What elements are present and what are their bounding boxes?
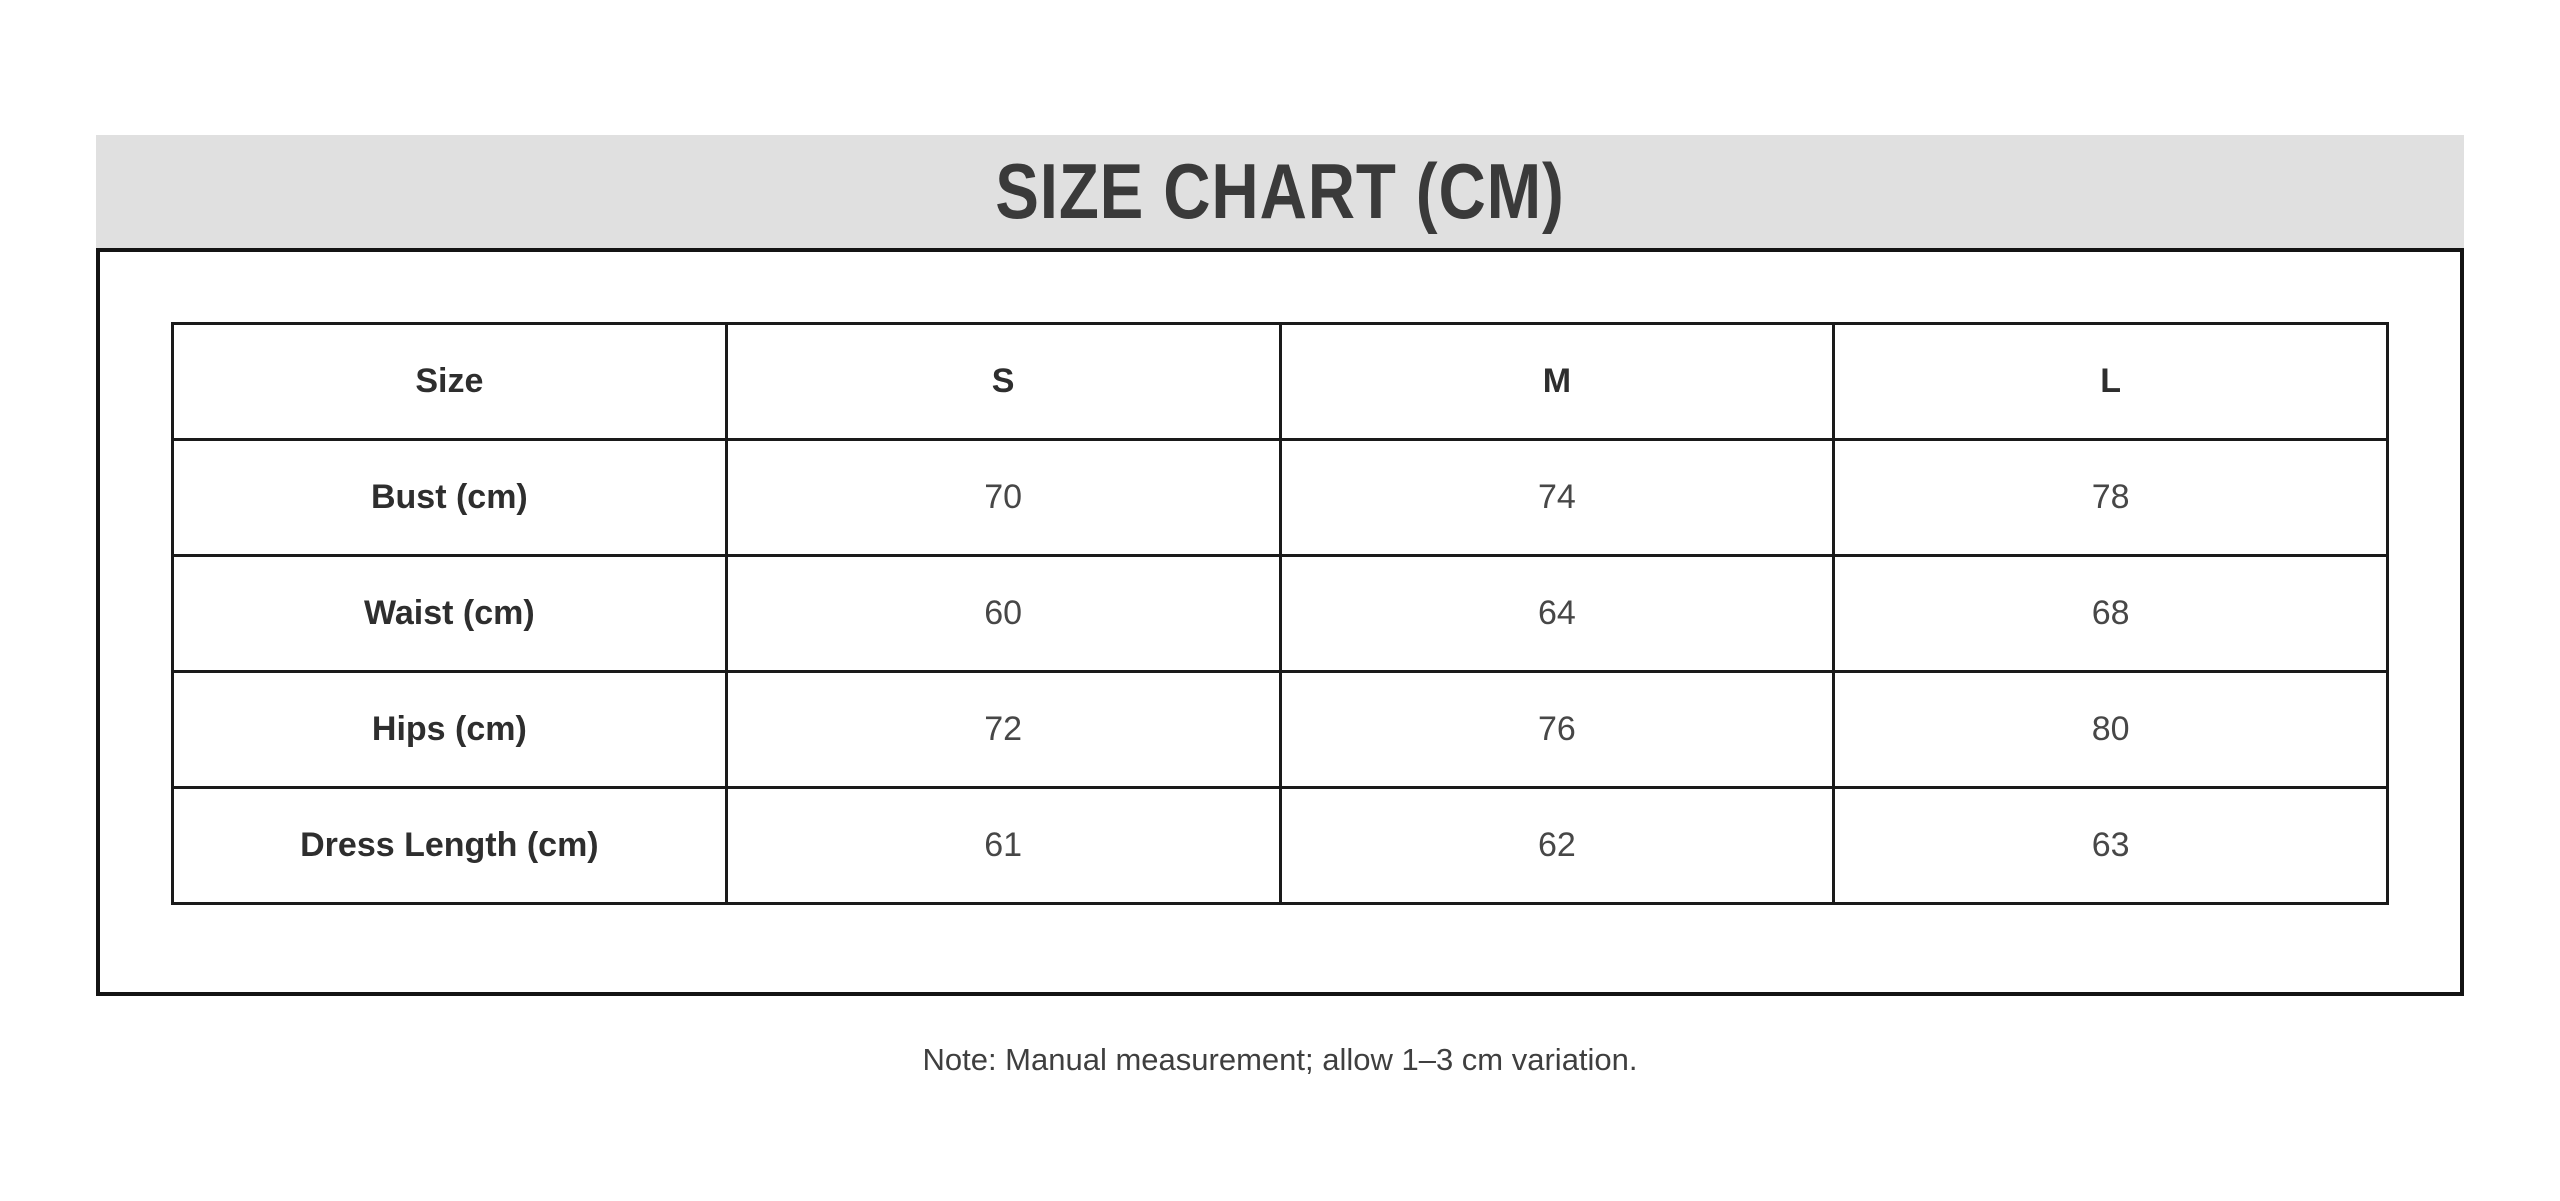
header-cell-s: S <box>724 322 1282 441</box>
row-label-waist: Waist (cm) <box>171 554 728 673</box>
page-title: SIZE CHART (CM) <box>995 147 1565 235</box>
header-cell-size: Size <box>171 322 728 441</box>
table-row-bust: Bust (cm) 70 74 78 <box>171 438 2389 557</box>
row-label-dress-length: Dress Length (cm) <box>171 786 728 905</box>
title-banner: SIZE CHART (CM) <box>96 135 2464 248</box>
table-row-hips: Hips (cm) 72 76 80 <box>171 670 2389 789</box>
table-cell: 78 <box>1832 438 2389 557</box>
table-cell: 72 <box>724 670 1282 789</box>
header-cell-m: M <box>1278 322 1836 441</box>
size-chart-table: Size S M L Bust (cm) 70 74 78 Waist (cm)… <box>171 322 2389 905</box>
table-cell: 64 <box>1278 554 1836 673</box>
table-row-dress-length: Dress Length (cm) 61 62 63 <box>171 786 2389 905</box>
table-header-row: Size S M L <box>171 322 2389 441</box>
table-cell: 76 <box>1278 670 1836 789</box>
size-chart-frame: Size S M L Bust (cm) 70 74 78 Waist (cm)… <box>96 248 2464 996</box>
table-cell: 62 <box>1278 786 1836 905</box>
table-cell: 60 <box>724 554 1282 673</box>
row-label-bust: Bust (cm) <box>171 438 728 557</box>
table-cell: 61 <box>724 786 1282 905</box>
table-cell: 68 <box>1832 554 2389 673</box>
table-cell: 74 <box>1278 438 1836 557</box>
table-cell: 63 <box>1832 786 2389 905</box>
table-cell: 80 <box>1832 670 2389 789</box>
table-cell: 70 <box>724 438 1282 557</box>
table-row-waist: Waist (cm) 60 64 68 <box>171 554 2389 673</box>
header-cell-l: L <box>1832 322 2389 441</box>
row-label-hips: Hips (cm) <box>171 670 728 789</box>
measurement-note: Note: Manual measurement; allow 1–3 cm v… <box>922 1042 1638 1077</box>
